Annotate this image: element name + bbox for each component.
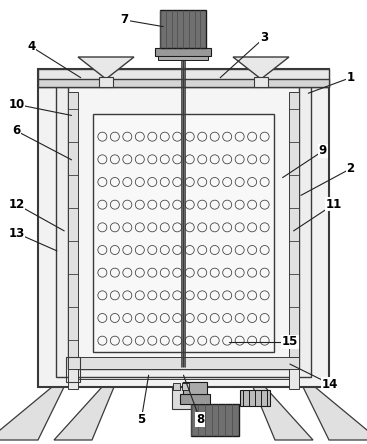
Bar [68, 357, 299, 369]
Text: 4: 4 [27, 40, 35, 53]
Text: 11: 11 [326, 198, 342, 211]
Bar [160, 10, 206, 48]
Text: 3: 3 [260, 31, 268, 44]
Bar [254, 77, 268, 87]
Bar [289, 92, 299, 357]
Polygon shape [0, 387, 64, 440]
Text: 5: 5 [137, 413, 145, 426]
Polygon shape [253, 387, 313, 440]
Bar [38, 79, 329, 87]
Text: 12: 12 [8, 198, 25, 211]
Text: 1: 1 [346, 71, 355, 84]
Bar [182, 383, 189, 390]
Text: 10: 10 [8, 98, 25, 111]
Bar [93, 114, 274, 352]
Bar [289, 369, 299, 389]
Polygon shape [303, 387, 367, 440]
Bar [180, 394, 210, 404]
Bar [68, 369, 78, 389]
Bar [183, 382, 207, 394]
Bar [155, 48, 211, 56]
Bar [173, 383, 180, 390]
Bar [99, 77, 113, 87]
Bar [68, 92, 78, 357]
Bar [240, 390, 270, 406]
Bar [68, 87, 299, 369]
Polygon shape [54, 387, 114, 440]
Bar [66, 357, 80, 382]
Bar [172, 387, 194, 409]
Polygon shape [78, 57, 134, 79]
Text: 2: 2 [346, 162, 355, 175]
Bar [38, 69, 329, 87]
Text: 14: 14 [322, 377, 338, 391]
Text: 8: 8 [196, 413, 204, 426]
Polygon shape [233, 57, 289, 79]
Bar [38, 69, 329, 387]
Text: 7: 7 [121, 13, 129, 27]
Text: 9: 9 [319, 144, 327, 158]
Text: 13: 13 [8, 226, 25, 240]
Bar [56, 87, 311, 377]
Text: 15: 15 [282, 335, 298, 349]
Bar [158, 56, 208, 60]
Text: 6: 6 [12, 124, 21, 138]
Bar [78, 369, 289, 379]
Bar [191, 404, 239, 436]
